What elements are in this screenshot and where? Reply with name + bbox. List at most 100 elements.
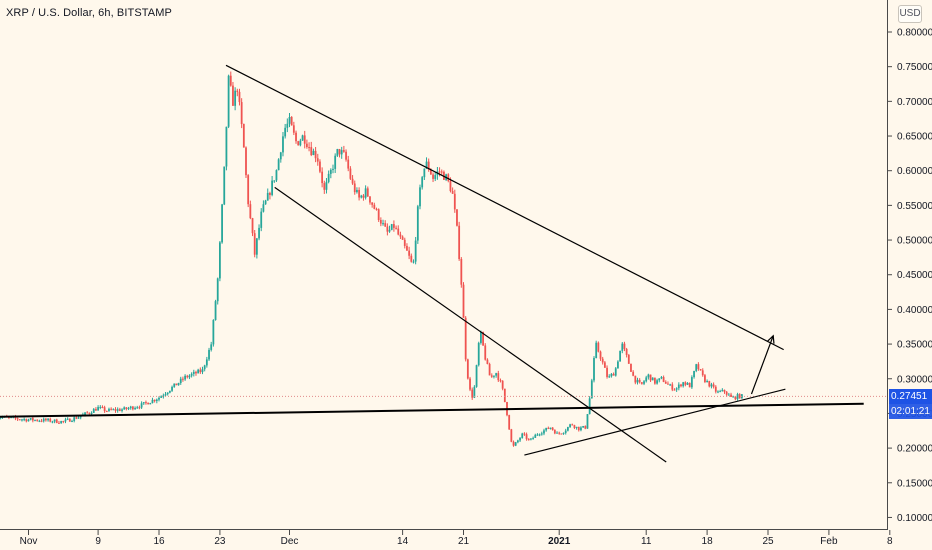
- candle-down: [290, 117, 293, 126]
- candle-down: [238, 91, 241, 103]
- candle-up: [656, 380, 658, 384]
- candle-down: [471, 389, 474, 398]
- candle-down: [247, 175, 250, 205]
- candle-down: [31, 418, 34, 421]
- candle-up: [327, 173, 330, 182]
- candle-up: [121, 409, 123, 411]
- candle-down: [512, 441, 515, 446]
- candle-down: [456, 209, 458, 226]
- candle-up: [255, 238, 258, 255]
- candle-down: [734, 396, 737, 400]
- candle-up: [477, 342, 480, 366]
- candle-up: [545, 427, 548, 431]
- candle-down: [427, 161, 430, 170]
- candle-down: [292, 125, 295, 133]
- time-tick-label: 14: [397, 536, 409, 547]
- price-tick-label: 0.20000: [897, 444, 932, 455]
- candle-up: [549, 427, 552, 429]
- candle-down: [68, 418, 71, 422]
- price-tick-label: 0.65000: [897, 132, 932, 143]
- candle-down: [242, 124, 245, 148]
- candle-up: [262, 204, 265, 212]
- upper-trendline[interactable]: [225, 64, 784, 351]
- candle-down: [606, 367, 608, 377]
- candle-down: [18, 419, 21, 421]
- currency-button[interactable]: USD: [898, 5, 922, 23]
- candle-up: [84, 412, 86, 415]
- candle-down: [295, 132, 297, 142]
- candle-up: [205, 359, 208, 366]
- candle-up: [590, 380, 593, 399]
- candle-down: [249, 204, 252, 219]
- candle-up: [188, 375, 191, 378]
- candle-up: [364, 188, 367, 198]
- candle-down: [697, 364, 700, 370]
- candle-down: [319, 161, 321, 172]
- candle-up: [47, 418, 49, 421]
- candle-up: [575, 426, 578, 428]
- candle-down: [603, 362, 606, 368]
- candle-down: [623, 343, 626, 349]
- candle-down: [527, 439, 530, 441]
- price-axis[interactable]: 0.80000 0.75000 0.70000 0.65000 0.60000 0.550…: [887, 28, 932, 524]
- candle-up: [567, 427, 569, 431]
- candle-up: [116, 409, 119, 411]
- candle-down: [503, 388, 506, 403]
- candle-down: [379, 220, 382, 224]
- candle-down: [369, 196, 371, 203]
- candle-down: [114, 409, 117, 411]
- candle-up: [216, 278, 219, 302]
- candle-up: [619, 350, 621, 362]
- candle-down: [634, 375, 637, 383]
- candle-up: [493, 375, 495, 377]
- candle-down: [490, 375, 493, 377]
- candle-up: [234, 90, 237, 106]
- candle-down: [484, 345, 487, 360]
- candle-up: [108, 408, 110, 412]
- candle-down: [684, 382, 687, 385]
- candle-down: [323, 183, 326, 190]
- candle-up: [90, 412, 93, 414]
- candle-up: [92, 409, 95, 413]
- candle-down: [486, 359, 489, 364]
- candle-down: [397, 228, 400, 235]
- chart-title: XRP / U.S. Dollar, 6h, BITSTAMP: [6, 7, 172, 19]
- candle-down: [316, 158, 319, 162]
- candle-up: [645, 377, 648, 382]
- candle-down: [525, 434, 528, 440]
- candle-down: [182, 378, 184, 380]
- candle-up: [416, 206, 419, 241]
- candle-up: [382, 223, 384, 225]
- candle-up: [279, 152, 282, 160]
- rising-support-line[interactable]: [524, 388, 786, 456]
- candle-up: [149, 403, 152, 405]
- candle-up: [21, 419, 23, 421]
- candle-up: [540, 433, 543, 435]
- candle-down: [738, 394, 741, 399]
- time-axis[interactable]: Nov 9 16 23 Dec 14 21 2021 11 18 25 Feb 8: [20, 530, 893, 547]
- candle-up: [360, 195, 363, 198]
- candle-up: [608, 376, 611, 378]
- price-tick-label: 0.35000: [897, 340, 932, 351]
- candle-up: [301, 135, 304, 141]
- channel-lower-line[interactable]: [274, 186, 667, 463]
- candle-up: [677, 384, 680, 389]
- candle-down: [673, 389, 676, 391]
- candle-down: [482, 331, 484, 346]
- candle-up: [686, 382, 689, 385]
- candle-up: [197, 369, 200, 374]
- candle-down: [347, 159, 350, 169]
- candle-up: [225, 126, 228, 167]
- projection-arrow[interactable]: [750, 335, 774, 395]
- candle-up: [79, 416, 82, 418]
- candle-down: [362, 195, 365, 198]
- candle-up: [588, 398, 591, 415]
- candle-down: [55, 419, 58, 423]
- candle-up: [621, 343, 624, 351]
- candle-up: [586, 414, 589, 429]
- candle-up: [475, 365, 478, 387]
- time-tick-label: 16: [153, 536, 165, 547]
- candle-up: [434, 175, 437, 179]
- candle-up: [273, 180, 276, 182]
